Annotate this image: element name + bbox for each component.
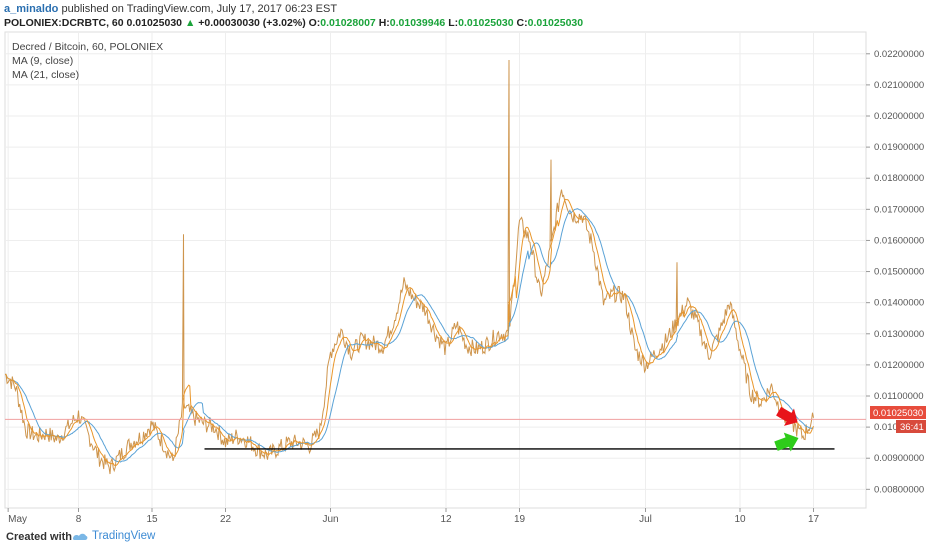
- y-tick-label: 0.01300000: [874, 329, 924, 340]
- plot-frame: [4, 31, 867, 509]
- x-tick-label: Jul: [639, 514, 652, 525]
- time-axis: May 8 15 22 Jun 12 19 Jul 10 17: [7, 508, 820, 525]
- high-label: H:: [378, 17, 390, 29]
- bar-timer-value: 36:41: [900, 422, 924, 433]
- y-tick-label: 0.00900000: [874, 453, 924, 464]
- high-value: 0.01039946: [389, 17, 446, 29]
- change-up-icon: ▲: [184, 17, 196, 29]
- chart-header: a_minaldo published on TradingView.com, …: [0, 0, 932, 30]
- y-tick-label: 0.01400000: [874, 298, 924, 309]
- legend-title: Decred / Bitcoin, 60, POLONIEX: [12, 41, 163, 53]
- chart-legend: Decred / Bitcoin, 60, POLONIEX MA (9, cl…: [12, 41, 163, 81]
- x-tick-label: Jun: [322, 514, 338, 525]
- chart-grid: [4, 31, 867, 509]
- ma-21-line: [5, 208, 814, 463]
- x-tick-label: 15: [146, 514, 158, 525]
- y-tick-label: 0.02200000: [874, 49, 924, 60]
- ma-9-line: [5, 198, 814, 467]
- last-price: 0.01025030: [126, 17, 183, 29]
- legend-ma-21: MA (21, close): [12, 69, 79, 81]
- x-tick-label: 17: [808, 514, 820, 525]
- tradingview-logo-icon: [73, 533, 88, 540]
- buy-arrow-icon: [774, 432, 799, 452]
- x-tick-label: May: [8, 514, 27, 525]
- sell-arrow-icon: [776, 406, 798, 426]
- tradingview-brand-text: TradingView: [92, 530, 156, 542]
- current-price-value: 0.01025030: [873, 408, 923, 419]
- y-tick-label: 0.01900000: [874, 142, 924, 153]
- x-tick-label: 22: [220, 514, 232, 525]
- y-tick-label: 0.02100000: [874, 80, 924, 91]
- y-tick-label: 0.00800000: [874, 484, 924, 495]
- y-tick-label: 0.01700000: [874, 204, 924, 215]
- bar-timer-badge: [896, 420, 926, 433]
- chart-series: [5, 59, 814, 475]
- y-tick-label: 0.02000000: [874, 111, 924, 122]
- y-tick-label: 0.01200000: [874, 360, 924, 371]
- open-value: 0.01028007: [320, 17, 376, 29]
- x-tick-label: 10: [734, 514, 746, 525]
- y-tick-label: 0.01100000: [874, 391, 924, 402]
- open-label: O:: [308, 17, 321, 29]
- x-tick-label: 8: [76, 514, 82, 525]
- x-tick-label: 12: [440, 514, 452, 525]
- chart-footer: Created with TradingView: [0, 526, 932, 550]
- y-tick-label: 0.01800000: [874, 173, 924, 184]
- current-price-label: 0.01025030 36:41: [870, 406, 926, 433]
- author-link[interactable]: a_minaldo: [4, 3, 59, 15]
- low-value: 0.01025030: [458, 17, 514, 29]
- publish-text: published on TradingView.com, July 17, 2…: [61, 3, 338, 15]
- legend-ma-9: MA (9, close): [12, 55, 73, 67]
- created-with-text: Created with: [6, 531, 73, 543]
- close-value: 0.01025030: [527, 17, 584, 29]
- close-label: C:: [516, 17, 528, 29]
- y-tick-label: 0.01500000: [874, 267, 924, 278]
- tradingview-link[interactable]: TradingView: [72, 530, 155, 542]
- symbol-name[interactable]: POLONIEX:DCRBTC, 60: [4, 17, 124, 29]
- symbol-info: POLONIEX:DCRBTC, 60 0.01025030 ▲ +0.0003…: [4, 17, 583, 29]
- price-change: +0.00030030 (+3.02%): [198, 17, 306, 29]
- publish-info: a_minaldo published on TradingView.com, …: [4, 3, 337, 15]
- low-label: L:: [448, 17, 459, 29]
- x-tick-label: 19: [514, 514, 526, 525]
- current-price-badge: [870, 406, 926, 419]
- chart-annotations: [5, 406, 866, 452]
- price-line: [5, 59, 814, 475]
- y-tick-label: 0.01600000: [874, 235, 924, 246]
